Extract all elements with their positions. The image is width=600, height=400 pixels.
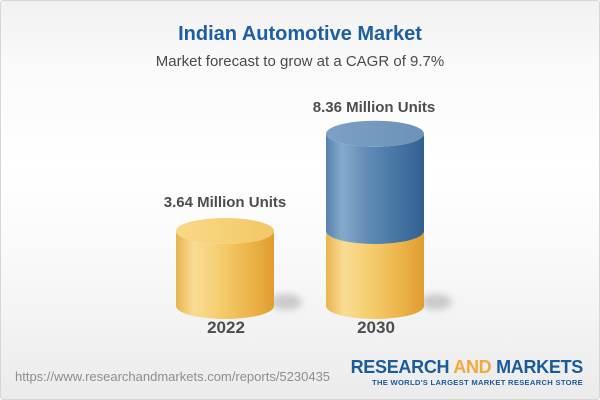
cylinder-segment-2030-0 xyxy=(326,231,424,319)
cylinder-top-2030 xyxy=(326,120,424,147)
value-label-2030: 8.36 Million Units xyxy=(312,99,436,116)
report-url-link[interactable]: https://www.researchandmarkets.com/repor… xyxy=(15,369,331,384)
cylinder-segment-2022-0 xyxy=(176,231,274,319)
logo-wordmark: RESEARCH AND MARKETS xyxy=(350,357,584,377)
cylinder-segment-2030-1 xyxy=(326,133,424,244)
research-and-markets-logo: RESEARCH AND MARKETS THE WORLD'S LARGEST… xyxy=(350,357,584,387)
chart-title: Indian Automotive Market xyxy=(178,23,422,45)
cylinder-shadow-2022 xyxy=(270,294,302,310)
cylinder-shadow-2030 xyxy=(420,294,452,310)
logo-word-and: AND xyxy=(453,357,492,377)
chart-subtitle: Market forecast to grow at a CAGR of 9.7… xyxy=(155,53,445,70)
value-label-2022: 3.64 Million Units xyxy=(163,194,287,211)
category-label-2022: 2022 xyxy=(207,318,245,337)
cylinder-top-2022 xyxy=(176,218,274,244)
logo-word-markets: MARKETS xyxy=(496,357,583,377)
logo-word-research: RESEARCH xyxy=(350,357,450,377)
category-label-2030: 2030 xyxy=(357,318,395,337)
logo-tagline: THE WORLD'S LARGEST MARKET RESEARCH STOR… xyxy=(372,378,583,387)
